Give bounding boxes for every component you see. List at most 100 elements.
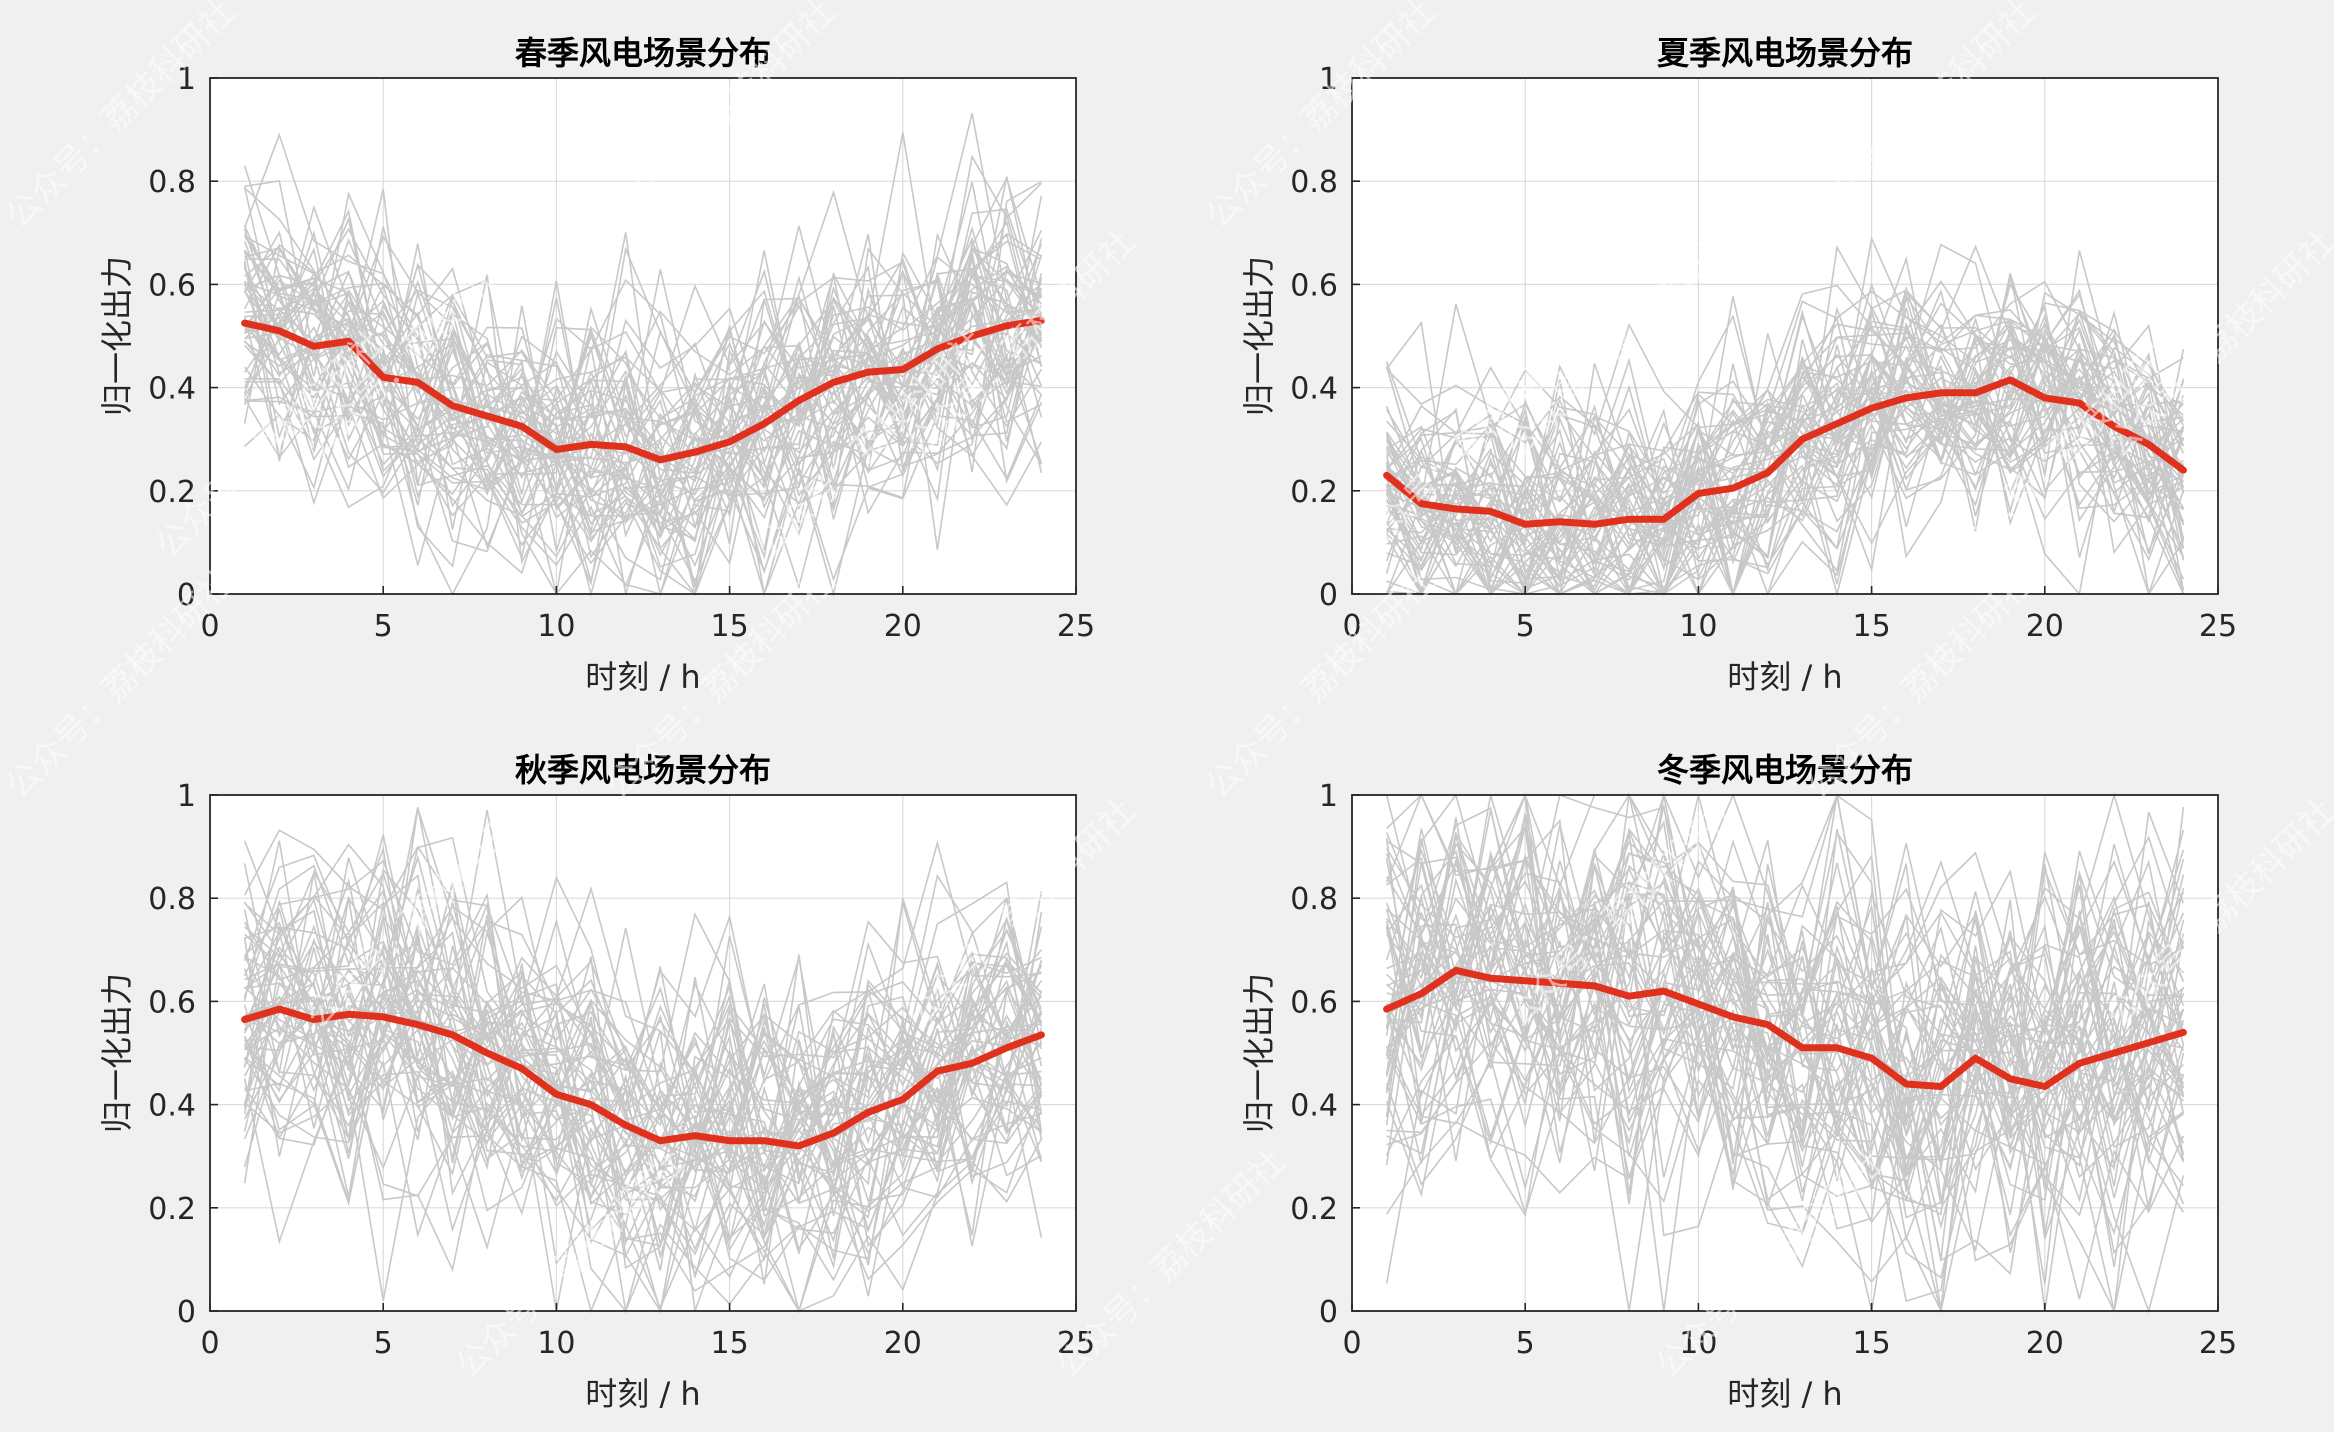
y-tick-label: 0.8 — [148, 165, 196, 200]
scenario-line — [1385, 850, 2184, 1202]
x-tick-label: 25 — [1057, 1326, 1095, 1361]
scenario-line — [1385, 839, 2185, 1127]
y-tick-label: 1 — [177, 779, 196, 814]
y-tick-label: 0.2 — [1290, 475, 1338, 510]
y-tick-label: 0.4 — [1290, 372, 1338, 407]
watermark-text: 公众号：荔枝科研社 — [1048, 1142, 1293, 1387]
scenario-line — [243, 897, 1043, 1251]
scenario-line — [1385, 824, 2185, 1170]
scenario-line — [1386, 359, 2185, 581]
x-tick-label: 15 — [1853, 609, 1891, 644]
scenario-line — [1385, 805, 2185, 1203]
x-tick-label: 0 — [1342, 609, 1361, 644]
scenario-lines — [243, 113, 1043, 598]
scenario-line — [243, 132, 1042, 442]
x-axis-label: 时刻 / h — [585, 658, 700, 696]
scenario-line — [1386, 376, 2185, 597]
scenario-line — [243, 836, 1042, 1184]
scenario-line — [1386, 335, 2185, 596]
scenario-line — [244, 273, 1043, 539]
scenario-lines — [1385, 235, 2185, 598]
scenario-line — [243, 236, 1043, 483]
y-tick-label: 0.4 — [1290, 1089, 1338, 1124]
scenario-line — [1385, 243, 2185, 515]
x-tick-label: 20 — [884, 609, 922, 644]
x-tick-label: 25 — [2199, 609, 2237, 644]
watermark-text: 公众号：荔枝科研社 — [0, 0, 243, 236]
scenario-line — [244, 179, 1042, 455]
scenario-line — [244, 935, 1043, 1266]
scenario-line — [1385, 1009, 2185, 1314]
x-tick-label: 15 — [1853, 1326, 1891, 1361]
mean-scenario-line — [241, 317, 1045, 464]
y-axis-label: 归一化出力 — [98, 256, 136, 416]
x-tick-label: 20 — [884, 1326, 922, 1361]
mean-scenario-line — [1383, 966, 2187, 1090]
x-tick-label: 5 — [374, 609, 393, 644]
scenario-line — [243, 165, 1043, 495]
x-tick-label: 0 — [200, 1326, 219, 1361]
chart-title: 冬季风电场景分布 — [1657, 751, 1913, 789]
y-tick-label: 0.4 — [148, 372, 196, 407]
y-tick-label: 0.8 — [1290, 165, 1338, 200]
scenario-line — [244, 275, 1043, 545]
scenario-line — [243, 840, 1043, 1193]
x-tick-label: 10 — [1679, 609, 1717, 644]
scenario-line — [243, 239, 1042, 581]
scenario-lines — [1385, 792, 2185, 1314]
x-tick-label: 10 — [537, 609, 575, 644]
scenario-line — [1385, 282, 2184, 546]
scenario-line — [244, 940, 1042, 1270]
scenario-line — [1385, 853, 2185, 1120]
scenario-line — [1385, 358, 2185, 597]
y-tick-label: 0.2 — [1290, 1192, 1338, 1227]
x-tick-label: 10 — [1679, 1326, 1717, 1361]
scenario-line — [244, 287, 1043, 547]
y-tick-label: 0 — [1319, 578, 1338, 613]
y-tick-label: 0.8 — [148, 882, 196, 917]
axes-frame — [209, 77, 1077, 595]
y-tick-label: 0 — [177, 578, 196, 613]
scenario-line — [1385, 926, 2184, 1253]
scenario-line — [1386, 793, 2185, 1128]
scenario-line — [1386, 282, 2185, 472]
x-tick-label: 5 — [1516, 1326, 1535, 1361]
scenario-line — [1385, 818, 2185, 1171]
scenario-line — [1386, 969, 2185, 1216]
scenario-line — [244, 886, 1043, 1217]
scenario-line — [243, 948, 1043, 1256]
y-tick-label: 0.6 — [148, 985, 196, 1020]
scenario-line — [1385, 938, 2185, 1312]
scenario-line — [1385, 328, 2185, 581]
scenario-line — [243, 277, 1043, 559]
scenario-line — [1386, 273, 2185, 589]
scenario-line — [243, 859, 1042, 1197]
x-axis-label: 时刻 / h — [1727, 1375, 1842, 1413]
y-tick-label: 0.8 — [1290, 882, 1338, 917]
y-axis-label: 归一化出力 — [1240, 256, 1278, 416]
mean-scenario-line — [241, 1005, 1045, 1150]
scenario-line — [243, 889, 1043, 1156]
scenario-line — [1385, 793, 2185, 1210]
scenario-line — [244, 235, 1043, 421]
scenario-line — [244, 208, 1043, 480]
scenario-line — [243, 1013, 1043, 1301]
x-tick-label: 25 — [1057, 609, 1095, 644]
scenario-line — [1386, 795, 2185, 1132]
scenario-line — [1386, 825, 2185, 1103]
x-tick-label: 20 — [2026, 1326, 2064, 1361]
chart-title: 春季风电场景分布 — [515, 34, 771, 72]
scenario-line — [243, 257, 1043, 596]
mean-scenario-line — [1383, 376, 2187, 528]
scenario-line — [1385, 1050, 2185, 1314]
y-tick-label: 1 — [1319, 779, 1338, 814]
scenario-line — [1385, 819, 2185, 1098]
scenario-line — [1385, 927, 2184, 1236]
x-tick-label: 10 — [537, 1326, 575, 1361]
y-tick-label: 0.2 — [148, 475, 196, 510]
scenario-line — [243, 908, 1043, 1312]
